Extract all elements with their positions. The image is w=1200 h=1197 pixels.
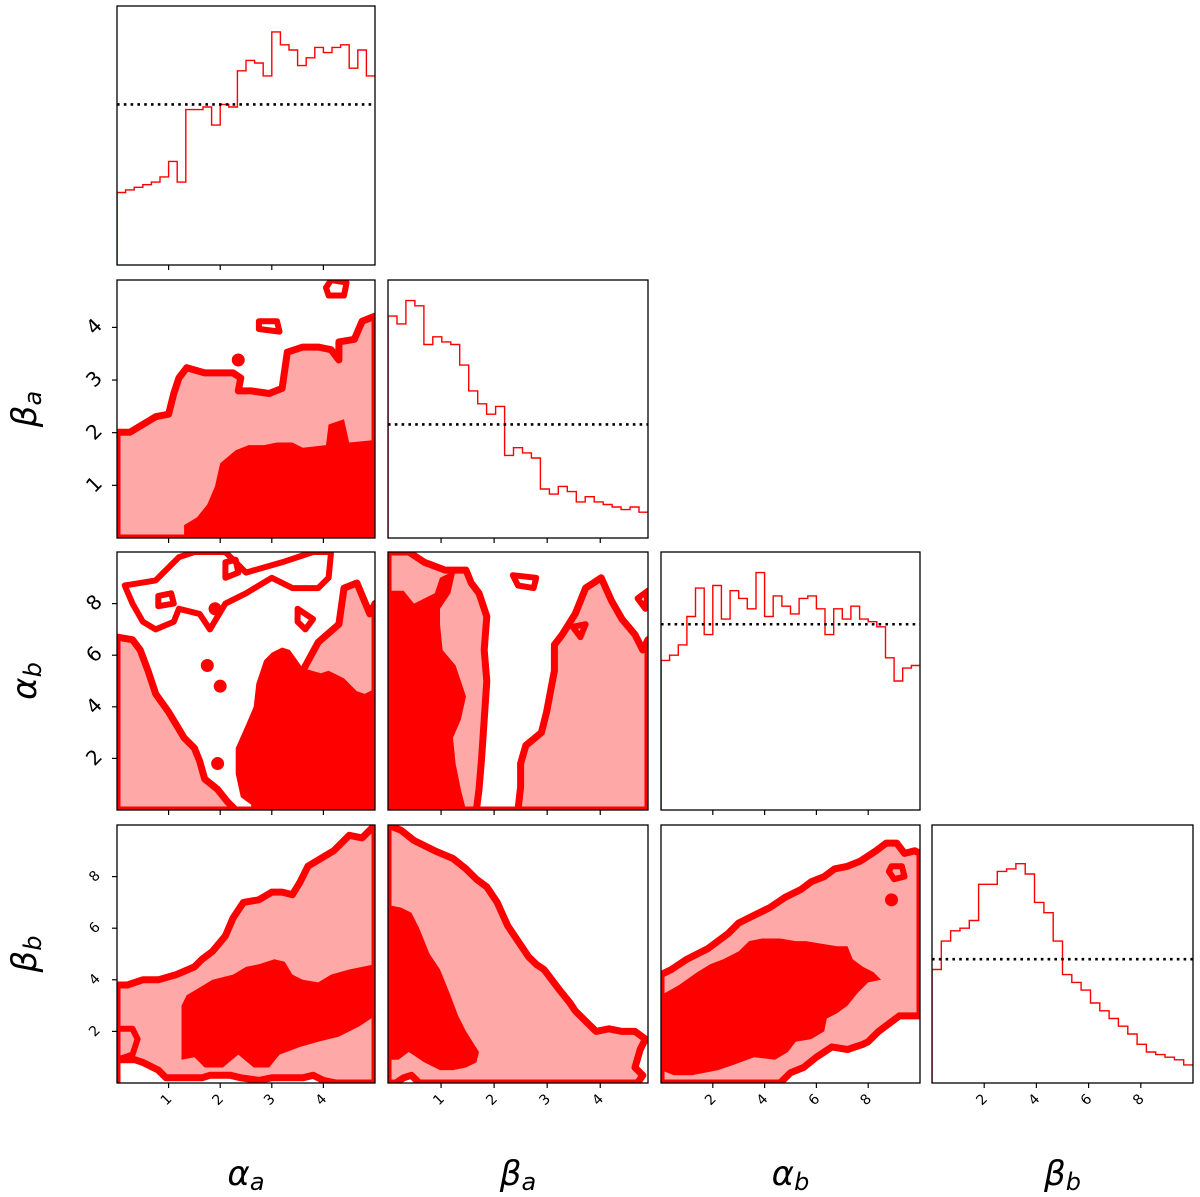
histogram-panel-alpha_b [660,551,921,811]
y-tick-label-alpha_b: 6 [81,641,107,667]
x-tick-label-beta_b: 8 [1130,1091,1148,1109]
y-tick-label-beta_a: 2 [81,419,107,445]
y-tick-label-alpha_b: 2 [81,744,107,770]
axis-labels-layer: αa βa αb βb βa αb βb [5,391,1081,1196]
histogram-panel-beta_b [931,824,1194,1084]
x-tick-label-alpha_a: 1 [158,1091,176,1109]
histogram-panel-beta_a [387,279,649,539]
contour-dot [211,757,225,771]
histogram-steps-beta_b [932,863,1193,1083]
x-tick-label-alpha_b: 4 [754,1091,772,1109]
contour-island [222,556,242,581]
panel-frame [387,279,649,539]
contour-island [885,863,908,883]
histogram-panel-alpha_a [116,5,376,266]
panel-frame [116,279,376,539]
contour-dot [885,893,899,907]
y-axis-label-beta_a: βa [5,391,48,428]
x-axis-label-alpha_a: αa [227,1154,264,1197]
y-tick-label-alpha_b: 4 [81,693,107,719]
x-tick-label-beta_a: 1 [430,1091,448,1109]
contour-island [117,1025,141,1063]
contour-island [155,590,177,610]
panels-layer: 1 2 3 4 2 4 6 8 1 2 3 4 2 4 6 8 1 2 3 4 2 4 6 8 2 4 6 8 [81,5,1194,1109]
contour-dot [200,659,214,673]
contour-island [569,621,589,641]
histogram-steps-alpha_a [117,31,375,265]
inner-contour [661,938,882,1076]
x-tick-label-beta_b: 4 [1026,1091,1044,1109]
inner-contour [235,647,375,810]
panel-frame [116,824,376,1084]
y-tick-label-beta_a: 3 [81,366,107,392]
inner-contour [388,570,466,810]
x-tick-label-alpha_b: 2 [702,1091,720,1109]
panel-frame [387,824,649,1084]
contour-island [634,587,648,612]
y-axis-label-alpha_b: αb [5,662,48,700]
contour-island [294,605,317,633]
x-axis-label-beta_b: βb [1043,1154,1081,1197]
x-tick-label-alpha_b: 8 [857,1091,875,1109]
panel-frame [660,551,921,811]
y-tick-label-beta_b: 2 [86,1023,104,1041]
y-tick-label-beta_b: 6 [86,919,104,937]
inner-contour [388,905,479,1071]
contour-panel-beta_a-vs-beta_b [387,824,649,1084]
x-tick-label-beta_a: 2 [483,1091,501,1109]
contour-island [121,552,335,633]
x-tick-label-alpha_a: 2 [209,1091,227,1109]
contour-panel-alpha_a-vs-beta_b [116,824,376,1084]
contour-island [323,280,350,299]
inner-contour [181,959,375,1068]
panel-frame [931,824,1194,1084]
x-tick-label-beta_b: 6 [1078,1091,1096,1109]
x-tick-label-alpha_a: 4 [313,1091,331,1109]
contour-dot [231,353,245,367]
contour-panel-alpha_a-vs-beta_a [116,279,376,539]
y-tick-label-beta_b: 4 [86,971,104,989]
contour-panel-alpha_b-vs-beta_b [660,824,921,1084]
y-tick-label-beta_b: 8 [86,868,104,886]
contour-island [255,318,283,335]
contour-dot [208,602,222,616]
y-tick-label-alpha_b: 8 [81,590,107,616]
panel-frame [116,5,376,266]
contour-panel-alpha_a-vs-alpha_b [116,551,376,811]
x-axis-label-alpha_b: αb [772,1154,810,1197]
panel-frame [387,551,649,811]
y-axis-label-beta_b: βb [5,936,48,974]
x-tick-label-alpha_b: 6 [806,1091,824,1109]
histogram-steps-alpha_b [661,571,920,810]
panel-frame [660,824,921,1084]
contour-island [509,572,540,592]
inner-contour [184,419,375,538]
histogram-steps-beta_a [388,299,648,538]
y-tick-label-beta_a: 4 [81,313,107,339]
x-tick-label-beta_b: 2 [973,1091,991,1109]
y-tick-label-beta_a: 1 [81,471,107,497]
contour-dot [856,968,870,982]
x-tick-label-beta_a: 4 [589,1091,607,1109]
x-tick-label-beta_a: 3 [536,1091,554,1109]
contour-panel-beta_a-vs-alpha_b [387,551,649,811]
contour-dot [213,679,227,693]
x-axis-label-beta_a: βa [499,1154,536,1197]
panel-frame [116,551,376,811]
x-tick-label-alpha_a: 3 [261,1091,279,1109]
